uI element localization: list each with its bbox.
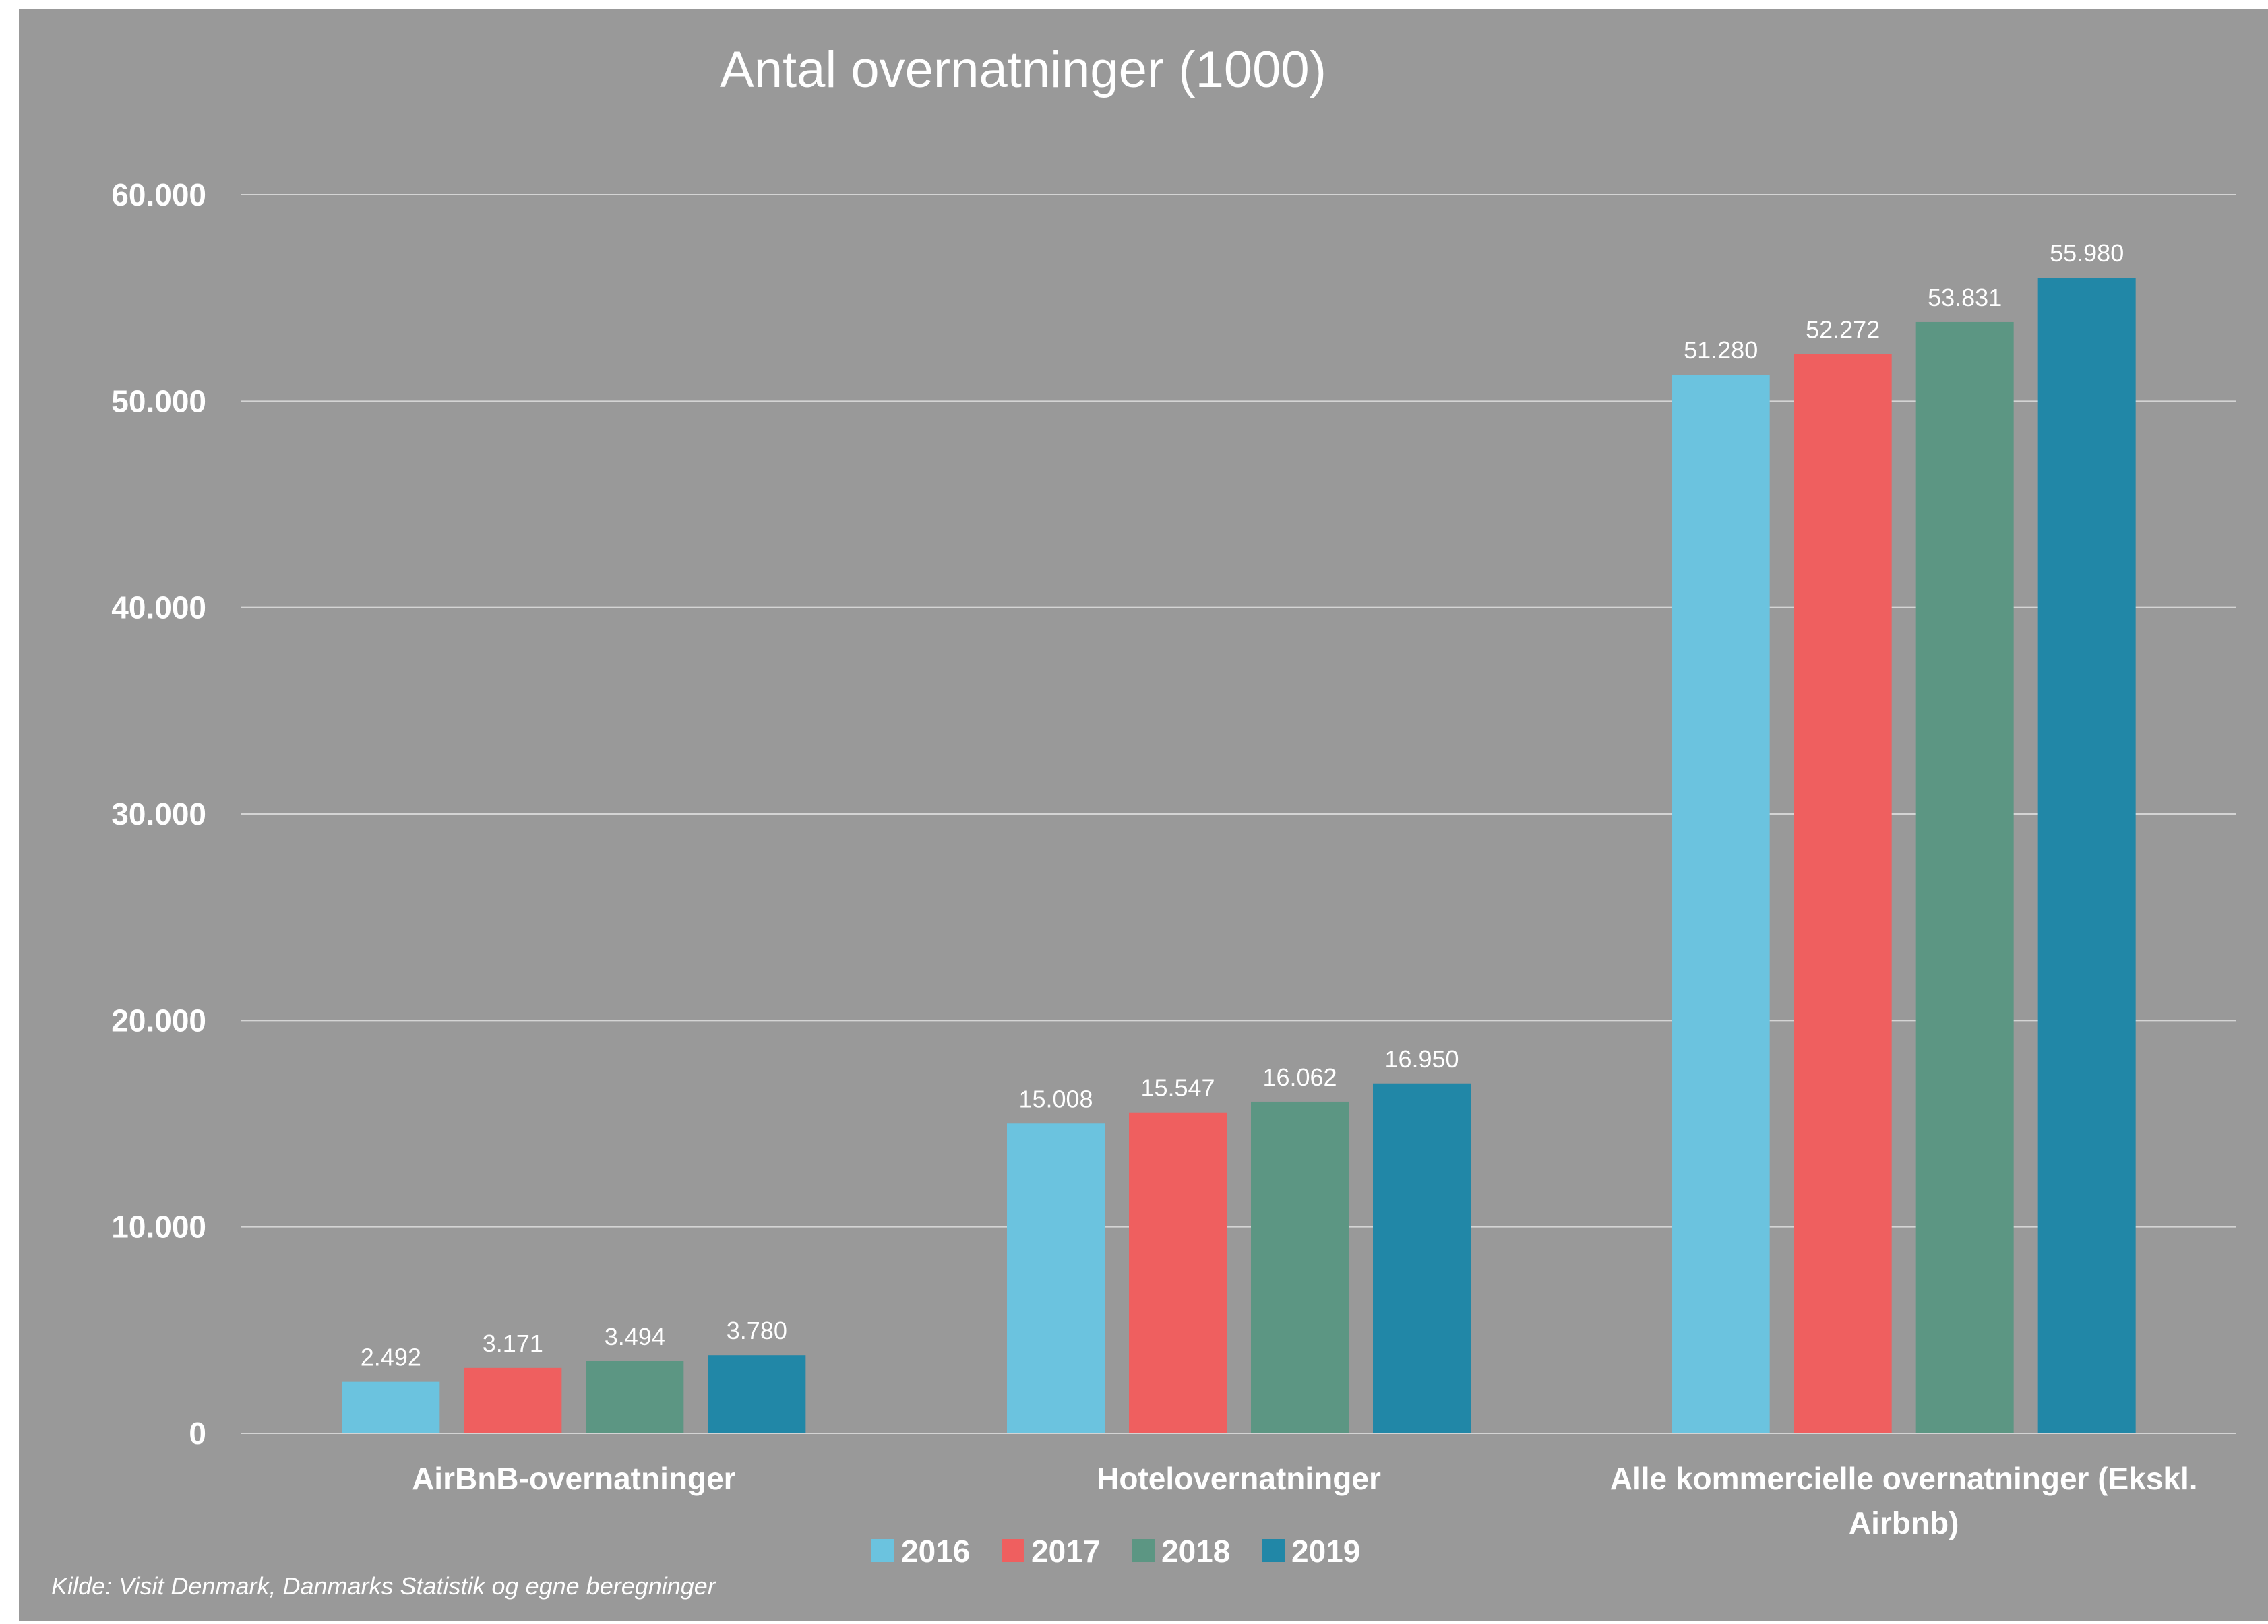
- legend-swatch: [1262, 1539, 1285, 1562]
- y-tick-label: 50.000: [111, 383, 206, 418]
- y-axis-ticks: 0 10.000 20.000 30.000 40.000 50.000 60.000: [111, 177, 206, 1451]
- data-label: 52.272: [1806, 316, 1880, 344]
- x-tick-label-line: AirBnB-overnatninger: [412, 1461, 736, 1496]
- data-label: 51.280: [1684, 336, 1758, 364]
- gridlines: [241, 194, 2236, 1434]
- x-tick-label-line: Alle kommercielle overnatninger (Ekskl.: [1610, 1461, 2198, 1496]
- bar-2019: [1373, 1083, 1471, 1433]
- chart-title: Antal overnatninger (1000): [720, 41, 1326, 98]
- y-tick-label: 10.000: [111, 1210, 206, 1245]
- bar-chart: Antal overnatninger (1000) 0 10.000 20.000…: [19, 9, 2268, 1621]
- x-tick-label: Alle kommercielle overnatninger (Ekskl. A…: [1610, 1461, 2198, 1540]
- y-tick-label: 20.000: [111, 1003, 206, 1038]
- bar-2019: [708, 1355, 806, 1433]
- x-tick-label: Hotelovernatninger: [1097, 1461, 1381, 1496]
- y-tick-label: 40.000: [111, 590, 206, 625]
- x-tick-label: AirBnB-overnatninger: [412, 1461, 736, 1496]
- data-label: 55.980: [2050, 239, 2124, 267]
- x-tick-label-line: Hotelovernatninger: [1097, 1461, 1381, 1496]
- y-tick-label: 0: [189, 1416, 206, 1451]
- y-tick-label: 30.000: [111, 797, 206, 832]
- data-label: 15.547: [1140, 1074, 1215, 1102]
- data-label: 3.494: [605, 1323, 665, 1350]
- bar-2016: [1672, 375, 1770, 1433]
- bar-2019: [2037, 278, 2136, 1433]
- legend-swatch: [1002, 1539, 1024, 1562]
- bars: [342, 278, 2136, 1433]
- legend-swatch: [1132, 1539, 1155, 1562]
- bar-2018: [1251, 1101, 1349, 1433]
- legend-label: 2018: [1161, 1534, 1230, 1569]
- bar-2017: [1129, 1112, 1227, 1433]
- data-labels: 2.492 15.008 51.280 3.171 15.547 52.272 3.494 1…: [361, 239, 2124, 1371]
- legend: 2016 2017 2018 2019: [871, 1534, 1360, 1569]
- data-label: 3.780: [727, 1317, 787, 1344]
- legend-label: 2019: [1291, 1534, 1360, 1569]
- data-label: 53.831: [1928, 284, 2002, 311]
- y-tick-label: 60.000: [111, 177, 206, 212]
- bar-2016: [1007, 1123, 1105, 1433]
- source-note: Kilde: Visit Denmark, Danmarks Statistik…: [51, 1572, 717, 1600]
- data-label: 15.008: [1018, 1085, 1093, 1113]
- x-tick-label-line: Airbnb): [1849, 1505, 1959, 1540]
- x-axis-labels: AirBnB-overnatninger Hotelovernatninger Al…: [412, 1461, 2197, 1540]
- data-label: 2.492: [361, 1344, 421, 1371]
- data-label: 3.171: [483, 1330, 543, 1357]
- data-label: 16.950: [1384, 1045, 1459, 1073]
- legend-label: 2016: [901, 1534, 970, 1569]
- bar-2018: [586, 1361, 684, 1433]
- bar-2016: [342, 1381, 440, 1433]
- bar-2017: [1794, 354, 1892, 1433]
- legend-label: 2017: [1031, 1534, 1100, 1569]
- bar-2018: [1915, 321, 2014, 1433]
- legend-swatch: [871, 1539, 894, 1562]
- data-label: 16.062: [1262, 1063, 1337, 1091]
- chart-panel: Antal overnatninger (1000) 0 10.000 20.000…: [19, 9, 2268, 1621]
- bar-2017: [464, 1367, 562, 1433]
